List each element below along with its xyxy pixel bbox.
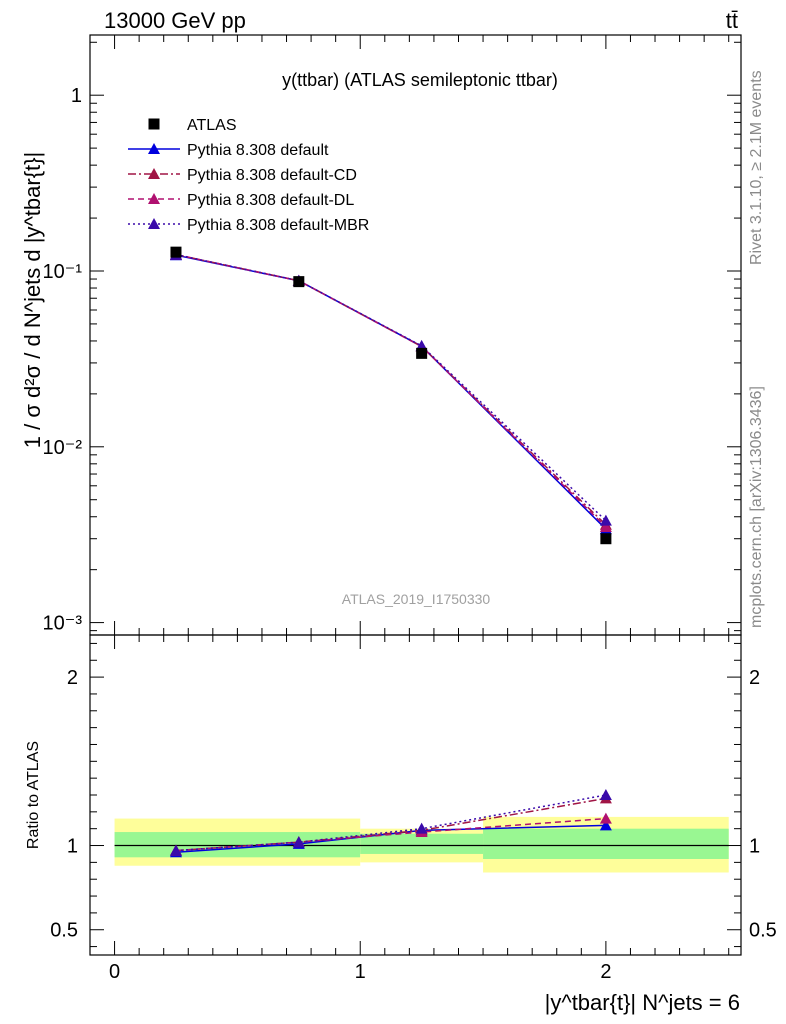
y-tick-label: 10⁻² — [43, 437, 83, 459]
atlas-data-point — [170, 246, 182, 258]
ratio-y-tick-label: 0.5 — [50, 920, 78, 942]
stat-uncertainty-band — [483, 828, 729, 859]
ratio-y-tick-label: 1 — [67, 836, 78, 858]
legend-atlas-marker — [148, 118, 160, 130]
energy-label: 13000 GeV pp — [104, 8, 246, 33]
atlas-data-group — [170, 246, 612, 545]
legend-marker — [148, 218, 160, 229]
main-series-group — [169, 248, 612, 535]
legend-label: Pythia 8.308 default-MBR — [187, 217, 369, 234]
y-tick-label: 1 — [71, 85, 82, 107]
series-line — [175, 253, 607, 528]
series-line — [175, 254, 607, 530]
x-tick-label: 1 — [355, 961, 366, 983]
legend-marker — [148, 168, 160, 179]
legend-marker — [148, 193, 160, 204]
y-tick-label: 10⁻¹ — [43, 261, 83, 283]
legend-atlas-label: ATLAS — [187, 117, 237, 134]
stat-uncertainty-band — [114, 832, 361, 858]
ratio-series-point — [599, 812, 612, 824]
ratio-y-axis-label: Ratio to ATLAS — [25, 741, 42, 849]
ratio-series-line — [175, 797, 607, 852]
legend: ATLAS Pythia 8.308 default Pythia 8.308 de… — [128, 117, 369, 234]
mcplots-label: mcplots.cern.ch [arXiv:1306.3436] — [748, 386, 765, 628]
ratio-frame — [89, 634, 742, 956]
x-tick-label: 0 — [109, 961, 120, 983]
series-point — [599, 520, 612, 532]
series-point — [599, 514, 612, 526]
process-label: tt̄ — [726, 8, 738, 33]
x-axis-label: |y^tbar{t}| N^jets = 6 — [545, 990, 740, 1015]
ratio-series-point — [169, 844, 182, 856]
legend-label: Pythia 8.308 default-DL — [187, 192, 354, 209]
ratio-series-group — [169, 789, 612, 858]
ratio-y-tick-label: 2 — [67, 667, 78, 689]
ratio-series-point — [415, 822, 428, 834]
ratio-series-point — [599, 819, 612, 831]
ratio-bands — [114, 816, 729, 873]
ratio-y-tick-label-right: 0.5 — [749, 920, 777, 942]
main-y-axis-label: 1 / σ d²σ / d N^jets d |y^tbar{t}| — [20, 152, 45, 448]
series-line — [175, 253, 607, 522]
y-tick-label: 10⁻³ — [43, 613, 83, 635]
atlas-data-point — [416, 347, 428, 359]
ratio-series-line — [175, 794, 607, 852]
ratio-series-point — [292, 836, 305, 848]
ratio-series-point — [599, 789, 612, 800]
analysis-watermark: ATLAS_2019_I1750330 — [342, 591, 491, 607]
atlas-data-point — [293, 276, 305, 288]
main-title: y(ttbar) (ATLAS semileptonic ttbar) — [282, 70, 558, 90]
legend-label: Pythia 8.308 default-CD — [187, 167, 357, 184]
legend-marker — [148, 143, 160, 154]
ratio-y-tick-label-right: 1 — [749, 836, 760, 858]
rivet-label: Rivet 3.1.10, ≥ 2.1M events — [748, 70, 765, 265]
atlas-data-point — [600, 533, 612, 545]
x-tick-label: 2 — [600, 961, 611, 983]
ratio-y-tick-label-right: 2 — [749, 667, 760, 689]
stat-uncertainty-band — [360, 833, 484, 854]
legend-label: Pythia 8.308 default — [187, 142, 329, 159]
series-line — [175, 253, 607, 526]
